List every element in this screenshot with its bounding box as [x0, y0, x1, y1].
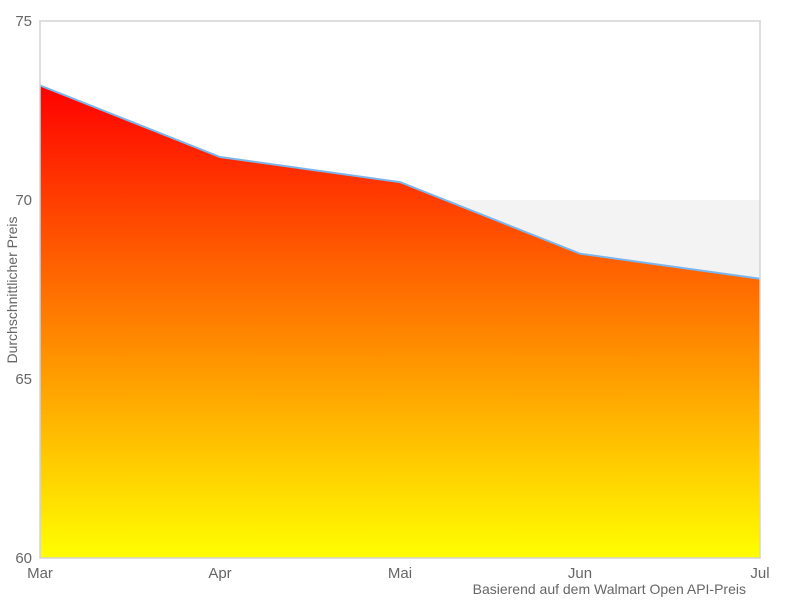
x-axis-tick-labels: Mar Apr Mai Jun Jul — [27, 565, 770, 582]
y-axis-tick-labels: 60 65 70 75 — [15, 13, 32, 567]
x-tick-label: Jul — [750, 565, 769, 582]
area-series-group — [39, 84, 761, 559]
x-tick-label: Mar — [27, 565, 53, 582]
x-tick-label: Mai — [388, 565, 412, 582]
y-tick-label: 60 — [15, 550, 32, 567]
y-axis-title: Durchschnittlicher Preis — [4, 216, 20, 363]
plot-border — [39, 20, 761, 559]
chart-caption: Basierend auf dem Walmart Open API-Preis — [473, 581, 746, 597]
y-tick-label: 65 — [15, 371, 32, 388]
x-tick-label: Jun — [568, 565, 592, 582]
y-tick-label: 75 — [15, 13, 32, 30]
y-tick-label: 70 — [15, 192, 32, 209]
x-tick-label: Apr — [208, 565, 231, 582]
series-line — [39, 84, 761, 280]
area-series-fill — [40, 85, 760, 559]
